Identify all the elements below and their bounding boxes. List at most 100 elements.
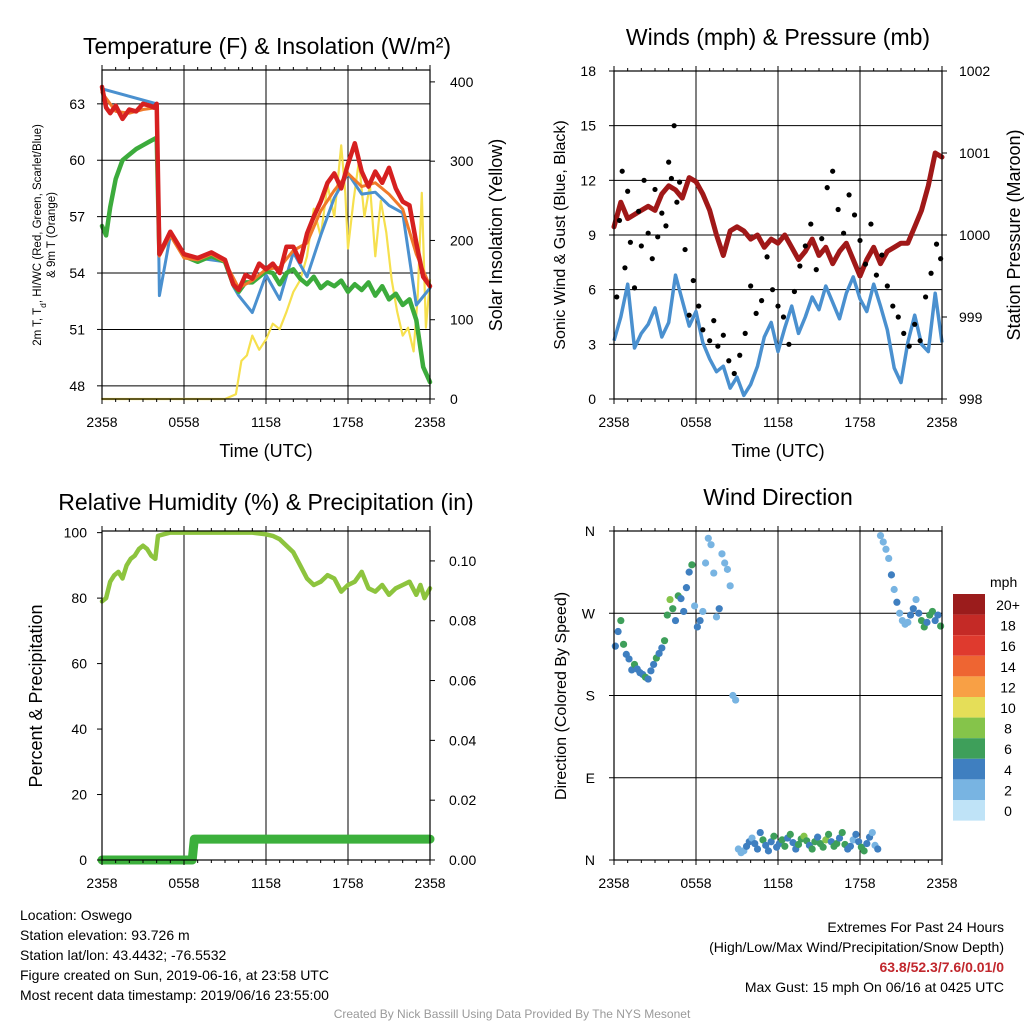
direction-point	[909, 605, 917, 613]
legend-swatch	[953, 614, 985, 636]
gust-point	[715, 343, 721, 349]
temp-ticks: 2358 0558 1158 1758 2358 48 51 54 57 60 63 0 100 200 3…	[69, 65, 474, 430]
legend-swatch	[953, 676, 985, 697]
y-tick-label: 12	[580, 172, 596, 188]
x-tick-label: 1158	[763, 414, 793, 430]
wind-ticks: 2358 0558 1158 1758 235803691215189989991000…	[580, 63, 990, 430]
gust-point	[901, 330, 907, 336]
direction-point	[748, 834, 756, 842]
gust-point	[895, 314, 901, 320]
direction-point	[707, 541, 715, 549]
direction-point	[876, 531, 885, 540]
gust-point	[625, 188, 631, 194]
y-tick-label: 0	[79, 852, 87, 868]
y-tick-label: 15	[580, 118, 596, 134]
extremes-subheader: (High/Low/Max Wind/Precipitation/Snow De…	[709, 939, 1004, 955]
y-tick-label: S	[586, 688, 595, 704]
direction-point	[704, 534, 712, 542]
x-tick-label: 1758	[844, 414, 875, 430]
direction-point	[917, 616, 926, 625]
gust-point	[707, 338, 713, 344]
gust-point	[764, 254, 770, 260]
direction-point	[928, 607, 937, 616]
y2-tick-label: 1000	[959, 227, 990, 243]
legend-swatch	[953, 758, 985, 780]
y-tick-label: 60	[69, 152, 85, 168]
y-tick-label: 0	[588, 391, 596, 407]
direction-point	[887, 571, 896, 579]
gust-point	[737, 352, 743, 358]
gust-point	[674, 199, 680, 205]
speed-legend: 20+ 18 16 14 12 10 8 6 4 2 0	[953, 594, 1020, 821]
legend-title: mph	[990, 574, 1017, 590]
direction-point	[855, 838, 863, 846]
direction-point	[723, 565, 732, 573]
direction-point	[786, 830, 794, 839]
direction-point	[849, 836, 857, 844]
direction-point	[890, 585, 898, 594]
direction-point	[712, 613, 721, 621]
direction-point	[726, 582, 734, 590]
direction-point	[650, 660, 658, 669]
direction-point	[671, 616, 680, 625]
temp-ylabel-2: & 9m T (Orange)	[46, 192, 58, 278]
station-elevation: Station elevation: 93.726 m	[20, 927, 190, 943]
gust-point	[666, 159, 672, 165]
direction-point	[893, 598, 901, 606]
series-2m-td	[99, 135, 433, 385]
x-tick-label: 0558	[680, 414, 711, 430]
gust-point	[819, 236, 825, 242]
y-tick-label: 40	[71, 721, 87, 737]
temp-yrlabel: Solar Insolation (Yellow)	[486, 139, 506, 331]
direction-point	[874, 845, 882, 853]
x-tick-label: 0558	[680, 875, 711, 891]
gust-point	[917, 338, 923, 344]
series-2m-t	[99, 84, 433, 293]
y-tick-label: 18	[580, 63, 596, 79]
y2-tick-label: 400	[450, 74, 474, 90]
direction-point	[906, 611, 915, 619]
dir-title: Wind Direction	[703, 484, 853, 510]
gust-point	[671, 123, 677, 129]
gust-point	[879, 252, 885, 258]
direction-point	[860, 847, 868, 855]
y2-tick-label: 0.08	[449, 613, 476, 629]
direction-point	[764, 847, 773, 855]
direction-point	[751, 839, 759, 848]
legend-swatch	[953, 594, 985, 615]
gust-point	[677, 179, 683, 185]
direction-point	[688, 561, 696, 569]
gust-point	[638, 243, 644, 249]
gust-point	[890, 303, 896, 309]
direction-point	[934, 611, 942, 619]
y-tick-label: 57	[69, 209, 85, 225]
x-tick-label: 2358	[598, 875, 629, 891]
direction-point	[666, 595, 674, 604]
rh-ticks: 2358 0558 1158 1758 2358 0 20 40 60 80 100 0.00 0.02…	[64, 525, 477, 891]
wind-yrlabel: Station Pressure (Maroon)	[1004, 129, 1024, 340]
y-tick-label: 60	[71, 656, 87, 672]
y-tick-label: 51	[69, 321, 85, 337]
gust-point	[775, 303, 781, 309]
x-tick-label: 1158	[251, 875, 281, 891]
rh-ylabel: Percent & Precipitation	[26, 604, 46, 787]
y2-tick-label: 0	[450, 391, 458, 407]
station-info: Location: Oswego Station elevation: 93.7…	[20, 905, 329, 1005]
gust-point	[928, 270, 934, 276]
legend-label: 2	[1004, 782, 1012, 798]
gust-point	[711, 318, 717, 324]
most-recent-timestamp: Most recent data timestamp: 2019/06/16 2…	[20, 987, 329, 1003]
direction-point	[619, 640, 628, 648]
legend-label: 16	[1000, 638, 1016, 654]
legend-swatch	[953, 635, 985, 656]
gust-point	[786, 341, 792, 347]
gust-point	[614, 294, 620, 300]
direction-point	[767, 838, 775, 846]
gust-point	[686, 312, 692, 318]
gust-point	[649, 256, 655, 262]
direction-point	[647, 667, 655, 675]
direction-point	[885, 554, 893, 563]
gust-point	[668, 175, 675, 182]
